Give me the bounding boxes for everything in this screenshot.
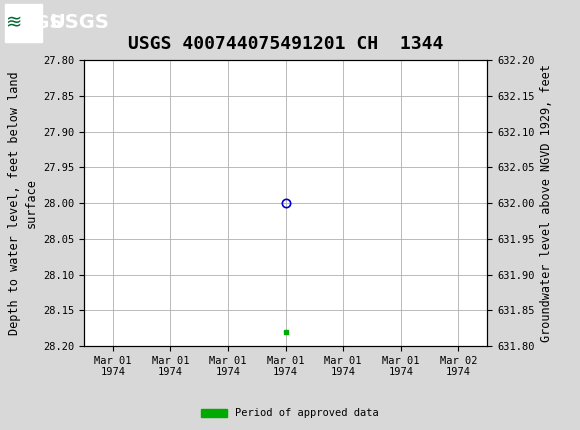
Y-axis label: Groundwater level above NGVD 1929, feet: Groundwater level above NGVD 1929, feet <box>540 64 553 342</box>
Legend: Period of approved data: Period of approved data <box>197 404 383 423</box>
Text: ≋: ≋ <box>6 13 22 32</box>
Text: ▓: ▓ <box>5 15 16 30</box>
Text: USGS: USGS <box>49 13 109 32</box>
Text: USGS: USGS <box>8 14 63 31</box>
Bar <box>5 3 42 42</box>
Title: USGS 400744075491201 CH  1344: USGS 400744075491201 CH 1344 <box>128 35 443 53</box>
Y-axis label: Depth to water level, feet below land
surface: Depth to water level, feet below land su… <box>8 71 38 335</box>
